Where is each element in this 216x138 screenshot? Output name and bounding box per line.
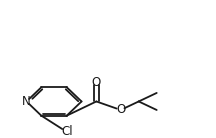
Text: N: N	[22, 95, 31, 108]
Text: Cl: Cl	[61, 125, 73, 138]
Text: O: O	[92, 76, 101, 89]
Text: O: O	[116, 104, 125, 116]
